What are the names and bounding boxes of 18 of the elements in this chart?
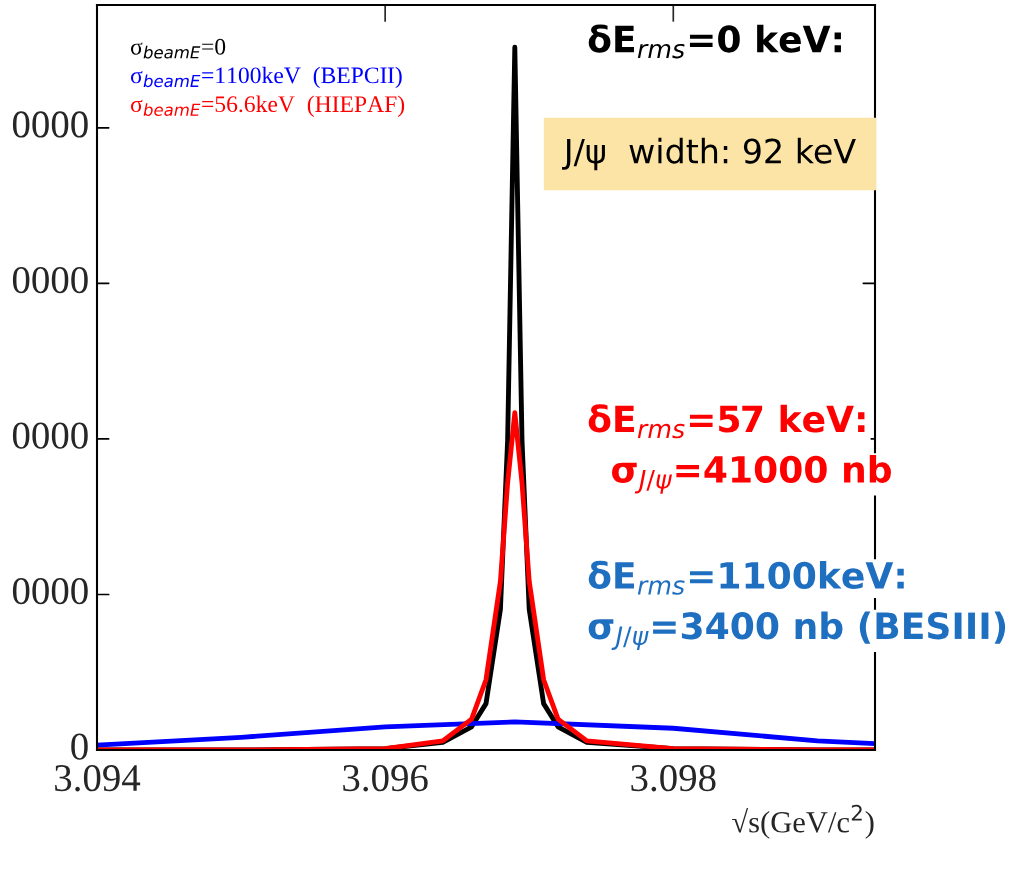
- annotation: σ$_{J/ψ}$=3400 nb (BESIII): [588, 611, 1006, 651]
- x-tick-label: 3.094: [55, 765, 141, 792]
- x-tick-label: 3.098: [631, 765, 716, 792]
- annotation: δE$_{rms}$=57 keV:: [588, 404, 865, 439]
- text: 0: [71, 733, 88, 760]
- annotation: δE$_{rms}$=1100keV:: [588, 560, 904, 595]
- text: 0000: [12, 422, 88, 449]
- x-tick-label: 3.096: [343, 765, 428, 792]
- text: σ$_{beamE}$=0: [130, 38, 226, 59]
- text: 0000: [12, 266, 88, 294]
- annotation: J/ψ width: 92 keV: [562, 137, 856, 171]
- text: 0000: [12, 577, 88, 605]
- annotation: δE$_{rms}$=0 keV:: [588, 24, 841, 59]
- text: 0000: [12, 111, 88, 138]
- text: σ$_{beamE}$=1100keV (BEPCII): [130, 66, 402, 89]
- annotation: σ$_{J/ψ}$=41000 nb: [612, 455, 891, 494]
- text: σ$_{beamE}$=56.6keV (HIEPAF): [130, 95, 405, 117]
- x-axis-title: √s(GeV/c$^{2}$): [732, 804, 874, 839]
